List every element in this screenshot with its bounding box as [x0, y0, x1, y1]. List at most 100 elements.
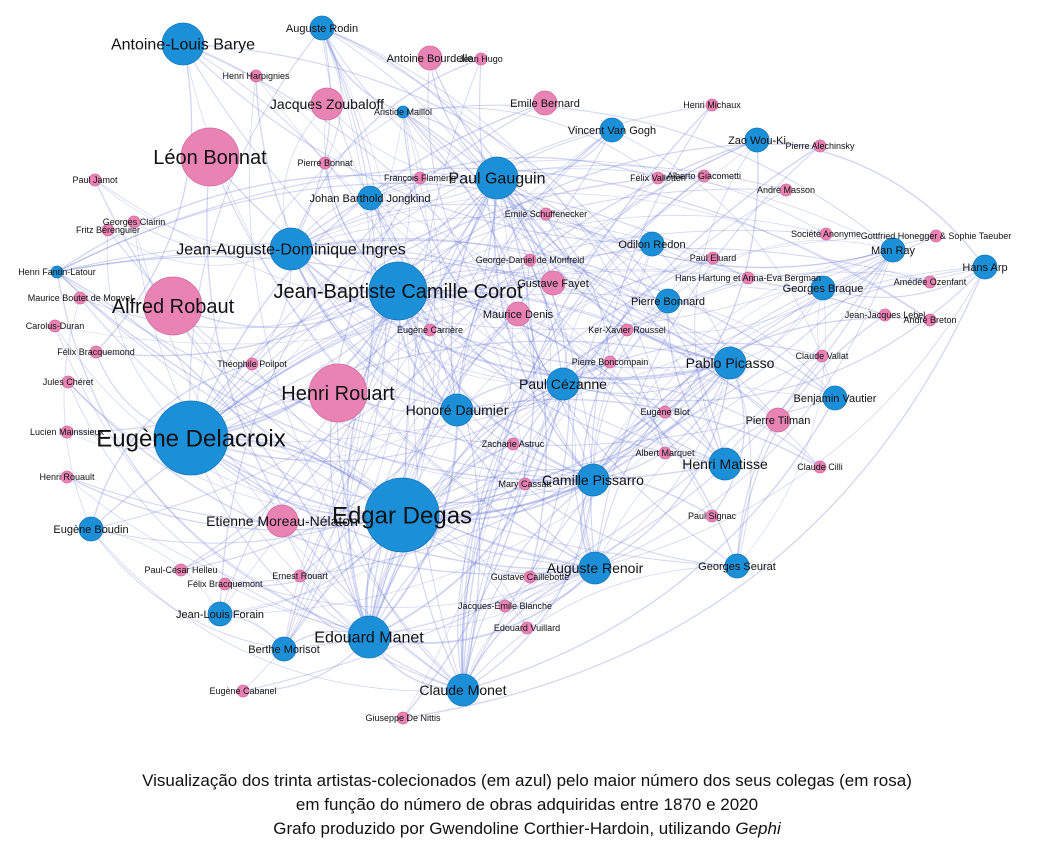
node-schuffenecker[interactable] — [539, 207, 553, 221]
node-maillol[interactable] — [396, 105, 410, 119]
node-forain[interactable] — [207, 601, 233, 627]
node-mainssieux[interactable] — [60, 425, 74, 439]
node-robaut[interactable] — [143, 276, 203, 336]
node-grueinger[interactable] — [929, 229, 943, 243]
node-poilpot[interactable] — [245, 357, 259, 371]
node-alechinsky[interactable] — [813, 139, 827, 153]
node-hartung[interactable] — [741, 271, 755, 285]
caption-line-1: Visualização dos trinta artistas-colecio… — [142, 771, 912, 790]
node-fayet[interactable] — [540, 270, 566, 296]
node-manray[interactable] — [880, 237, 906, 263]
node-bonnat[interactable] — [180, 127, 240, 187]
node-barye[interactable] — [161, 22, 205, 66]
node-vautier[interactable] — [822, 385, 848, 411]
node-picasso[interactable] — [713, 346, 747, 380]
node-rosso[interactable] — [101, 223, 115, 237]
node-helleu[interactable] — [174, 563, 188, 577]
node-cabanel[interactable] — [236, 684, 250, 698]
graph-edge — [594, 266, 986, 569]
node-seurat[interactable] — [724, 553, 750, 579]
node-degas[interactable] — [364, 477, 440, 553]
node-collin[interactable] — [813, 460, 827, 474]
node-moreau[interactable] — [265, 504, 299, 538]
node-arp[interactable] — [972, 254, 998, 280]
node-rodin[interactable] — [309, 15, 335, 41]
node-erouart[interactable] — [293, 569, 307, 583]
node-ostoia[interactable] — [923, 275, 937, 289]
node-monfreid[interactable] — [523, 253, 537, 267]
node-michaux[interactable] — [705, 98, 719, 112]
node-morisot[interactable] — [271, 636, 297, 662]
node-denis2[interactable] — [620, 323, 634, 337]
node-lebel[interactable] — [878, 308, 892, 322]
node-cheret[interactable] — [61, 375, 75, 389]
node-rouart[interactable] — [308, 363, 368, 423]
node-societe[interactable] — [819, 227, 833, 241]
node-blanche[interactable] — [498, 599, 512, 613]
node-blot[interactable] — [658, 405, 672, 419]
node-manet[interactable] — [347, 615, 391, 659]
node-harpignies[interactable] — [249, 69, 263, 83]
graph-edge — [462, 175, 705, 691]
node-cassatt[interactable] — [518, 477, 532, 491]
node-redon[interactable] — [639, 231, 665, 257]
node-bernard[interactable] — [532, 90, 558, 116]
node-renoir[interactable] — [578, 551, 612, 585]
node-mdenis[interactable] — [505, 301, 531, 327]
graph-edge — [172, 305, 403, 516]
node-vuillard[interactable] — [520, 621, 534, 635]
node-astruc[interactable] — [506, 437, 520, 451]
node-gauguin[interactable] — [475, 156, 519, 200]
node-zoubaloff[interactable] — [310, 87, 344, 121]
graph-edge — [290, 164, 787, 250]
node-pissarro[interactable] — [576, 463, 610, 497]
node-signac[interactable] — [705, 509, 719, 523]
graph-edge — [190, 111, 404, 439]
node-eluard[interactable] — [706, 251, 720, 265]
node-braque[interactable] — [810, 275, 836, 301]
graph-edge — [189, 27, 323, 439]
node-jamot[interactable] — [88, 173, 102, 187]
node-boudin[interactable] — [78, 516, 104, 542]
node-bouchor[interactable] — [73, 291, 87, 305]
graph-edge — [56, 271, 370, 638]
node-monet[interactable] — [446, 673, 480, 707]
node-clairin[interactable] — [127, 215, 141, 229]
node-zaowouki[interactable] — [744, 127, 770, 153]
node-bonnard[interactable] — [655, 288, 681, 314]
node-marquet[interactable] — [658, 446, 672, 460]
node-nittis[interactable] — [396, 711, 410, 725]
node-vangogh[interactable] — [599, 117, 625, 143]
node-cezanne[interactable] — [546, 367, 580, 401]
node-tilman[interactable] — [765, 407, 791, 433]
node-masson[interactable] — [779, 183, 793, 197]
node-bracquemond[interactable] — [89, 345, 103, 359]
node-fantin[interactable] — [50, 265, 64, 279]
node-breton[interactable] — [923, 313, 937, 327]
node-bourdelle[interactable] — [417, 45, 443, 71]
node-corot[interactable] — [368, 261, 428, 321]
node-matisse[interactable] — [708, 447, 742, 481]
node-carolus[interactable] — [48, 319, 62, 333]
node-flameng[interactable] — [413, 171, 427, 185]
node-ingres[interactable] — [269, 227, 313, 271]
node-giacometti[interactable] — [697, 169, 711, 183]
node-label-poilpot: Théophile Poilpot — [217, 359, 287, 369]
graph-edge — [290, 248, 731, 380]
graph-edge — [456, 409, 594, 481]
node-dubois[interactable] — [218, 577, 232, 591]
node-hugo[interactable] — [474, 52, 488, 66]
graph-edge — [180, 409, 458, 571]
node-gosset[interactable] — [60, 470, 74, 484]
node-label-renoir: Auguste Renoir — [547, 560, 644, 576]
node-boncompain[interactable] — [603, 355, 617, 369]
node-daumier[interactable] — [440, 393, 474, 427]
graph-edge — [461, 383, 564, 691]
node-delaunay[interactable] — [423, 323, 437, 337]
node-bonnat2[interactable] — [651, 171, 665, 185]
node-delacroix[interactable] — [153, 400, 229, 476]
node-caillebotte[interactable] — [523, 570, 537, 584]
node-vallat[interactable] — [815, 349, 829, 363]
node-pbonnat[interactable] — [318, 156, 332, 170]
node-jongkind[interactable] — [357, 185, 383, 211]
